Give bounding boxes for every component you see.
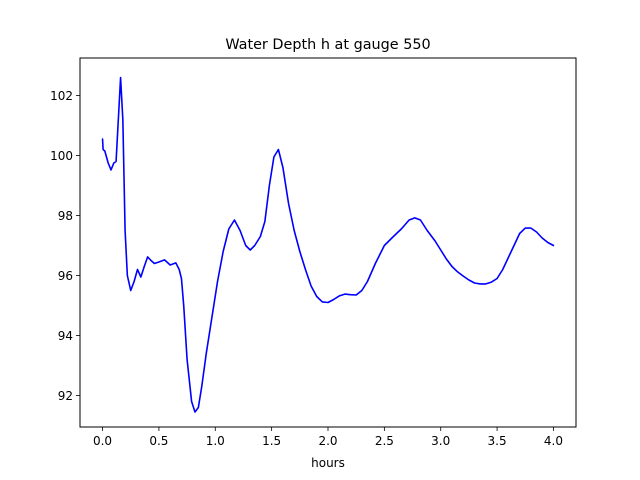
x-tick-label: 3.5 [488, 434, 507, 448]
x-tick-label: 2.5 [375, 434, 394, 448]
x-tick-label: 1.5 [262, 434, 281, 448]
plot-area: 0.0 0.5 1.0 1.5 2.0 2.5 3.0 3.5 4.0 92 94 96 98 100 10… [50, 57, 577, 448]
y-tick-label: 102 [50, 89, 73, 103]
x-tick-label: 0.5 [149, 434, 168, 448]
chart-title: Water Depth h at gauge 550 [225, 37, 430, 53]
y-tick-label: 94 [58, 329, 73, 343]
x-axis-label: hours [311, 456, 345, 470]
x-tick-label: 1.0 [206, 434, 225, 448]
y-tick-label: 98 [58, 209, 73, 223]
y-tick-label: 96 [58, 269, 73, 283]
x-tick-label: 0.0 [93, 434, 112, 448]
x-tick-label: 3.0 [431, 434, 450, 448]
x-tick-label: 4.0 [544, 434, 563, 448]
x-tick-label: 2.0 [318, 434, 337, 448]
series-line-0 [101, 76, 555, 413]
y-tick-label: 100 [50, 149, 73, 163]
y-tick-label: 92 [58, 389, 73, 403]
